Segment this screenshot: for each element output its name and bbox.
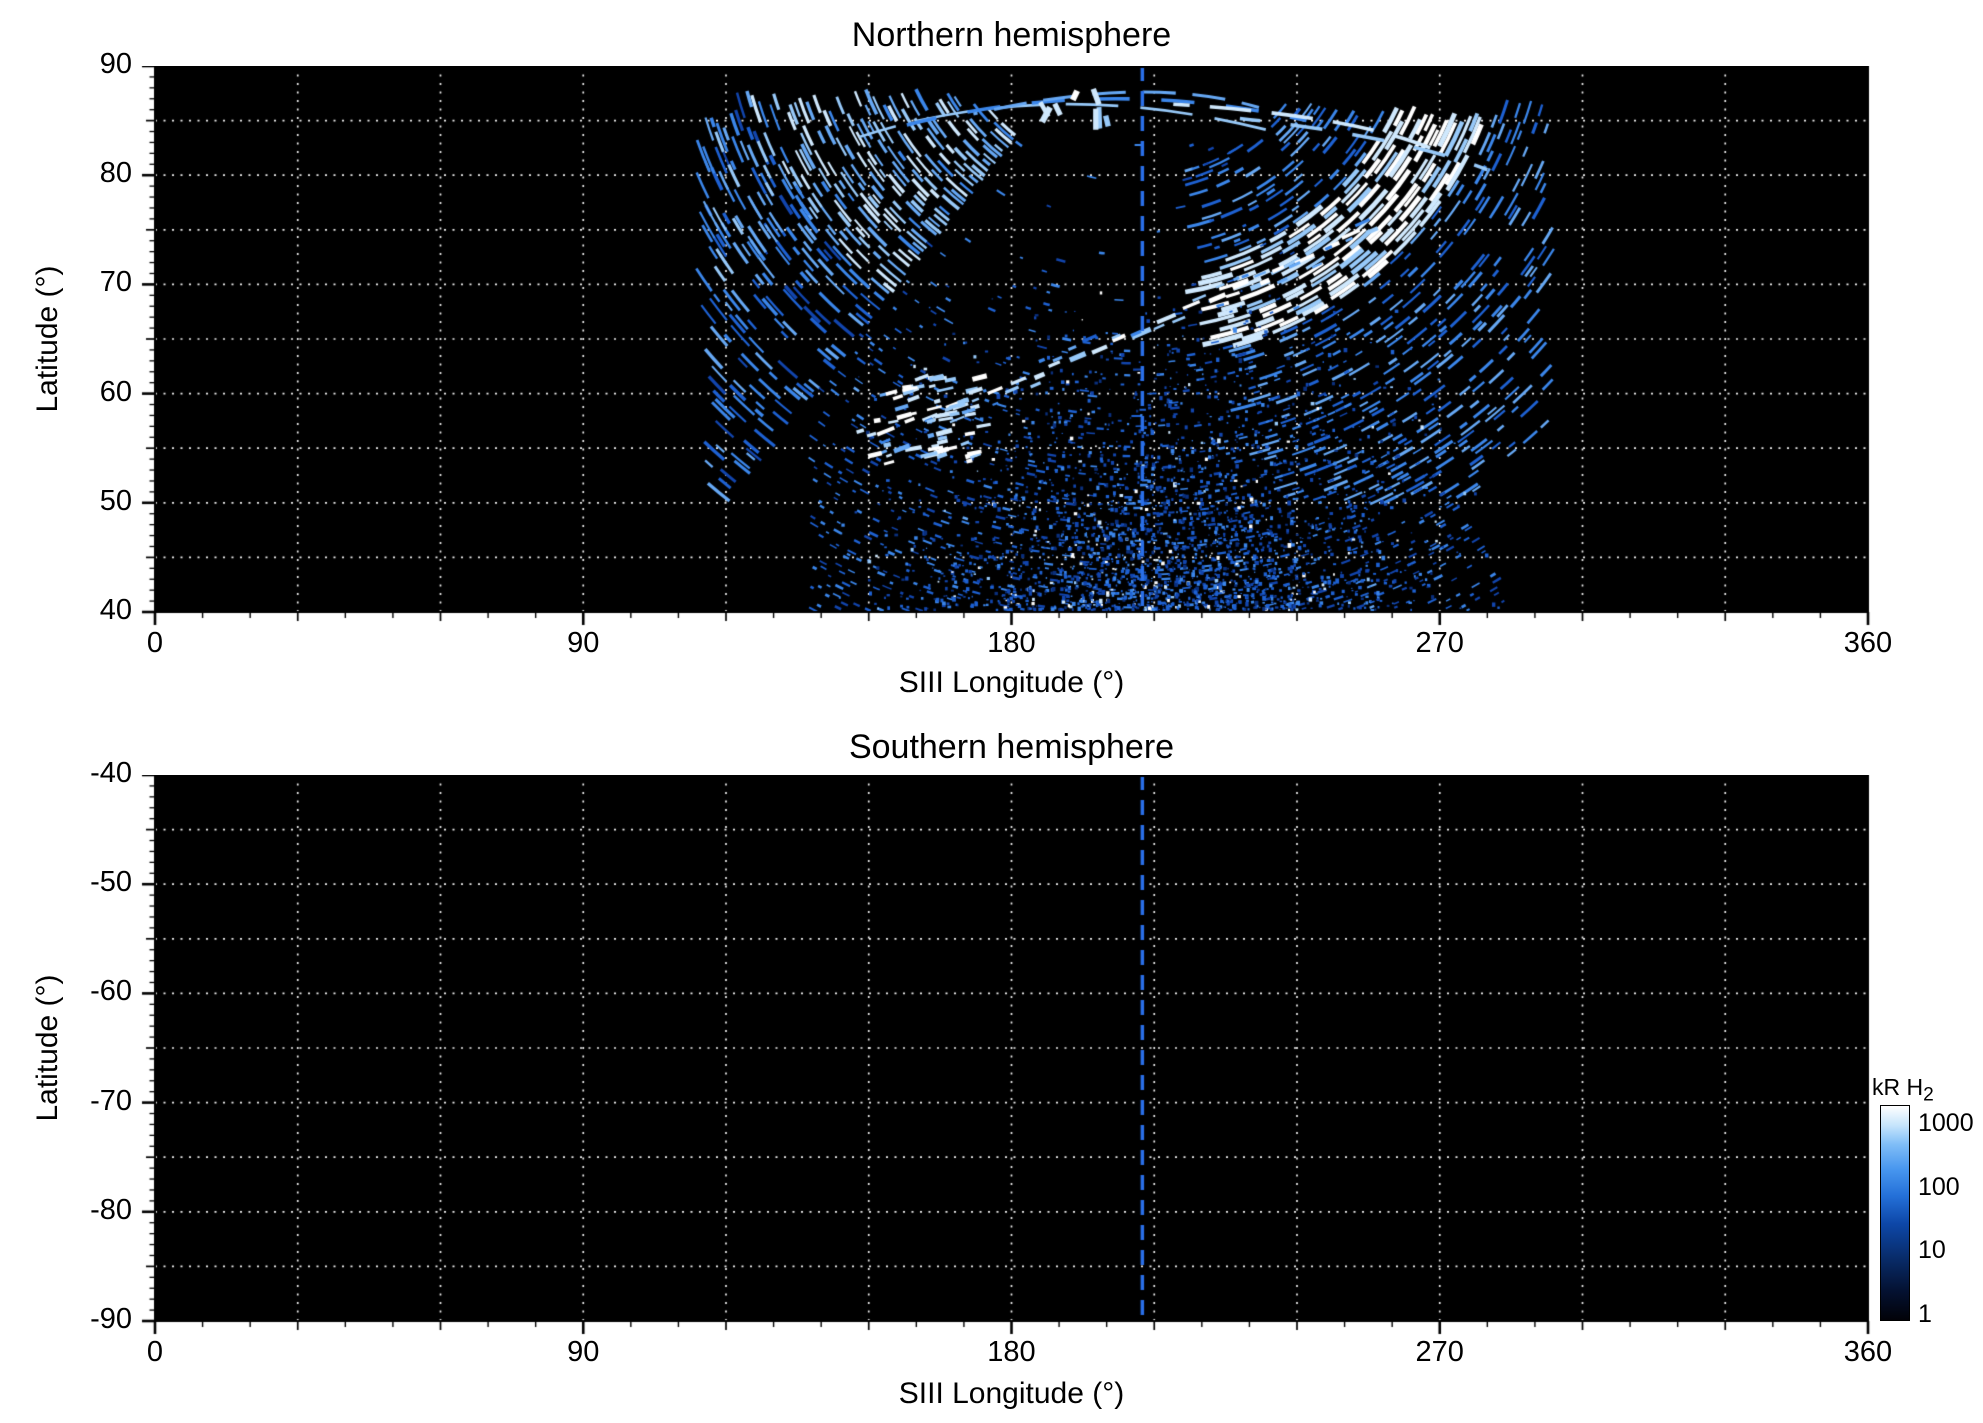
x-tick-label: 270 — [1415, 1336, 1464, 1368]
colorbar-tick-label: 10 — [1918, 1236, 1946, 1265]
x-tick-label: 180 — [987, 1336, 1036, 1368]
colorbar-tick-label: 100 — [1918, 1172, 1960, 1201]
colorbar-label-subscript: 2 — [1923, 1084, 1934, 1106]
colorbar — [1880, 1105, 1910, 1321]
south-x-axis-label: SIII Longitude (°) — [898, 1377, 1125, 1410]
colorbar-tick-label: 1 — [1918, 1299, 1932, 1328]
y-tick-label: 40 — [99, 594, 132, 626]
north-plot-canvas — [129, 66, 1873, 638]
y-tick-label: -70 — [90, 1084, 132, 1117]
colorbar-label-text: kR H — [1872, 1074, 1924, 1100]
y-tick-label: -50 — [90, 866, 132, 899]
y-tick-label: -80 — [90, 1193, 132, 1226]
south-panel-title: Southern hemisphere — [848, 728, 1175, 766]
y-tick-label: 50 — [99, 484, 132, 517]
y-tick-label: 90 — [99, 48, 132, 80]
north-x-axis-label: SIII Longitude (°) — [898, 666, 1125, 699]
south-plot-canvas — [129, 775, 1873, 1347]
x-tick-label: 360 — [1843, 1336, 1893, 1368]
x-tick-label: 90 — [567, 627, 600, 659]
y-tick-label: 60 — [99, 375, 132, 408]
y-tick-label: -40 — [90, 757, 132, 789]
colorbar-tick-label: 1000 — [1918, 1109, 1974, 1138]
north-panel-title: Northern hemisphere — [851, 16, 1172, 54]
y-tick-label: 80 — [99, 157, 132, 190]
x-tick-label: 270 — [1415, 627, 1464, 659]
colorbar-label: kR H2 — [1872, 1074, 1934, 1107]
y-tick-label: -90 — [90, 1303, 132, 1335]
y-tick-label: 70 — [99, 266, 132, 299]
x-tick-label: 90 — [567, 1336, 600, 1368]
x-tick-label: 0 — [146, 1336, 164, 1368]
x-tick-label: 180 — [987, 627, 1036, 659]
colorbar-gradient — [1881, 1106, 1909, 1320]
x-tick-label: 0 — [146, 627, 164, 659]
y-tick-label: -60 — [90, 975, 132, 1008]
x-tick-label: 360 — [1843, 627, 1893, 659]
